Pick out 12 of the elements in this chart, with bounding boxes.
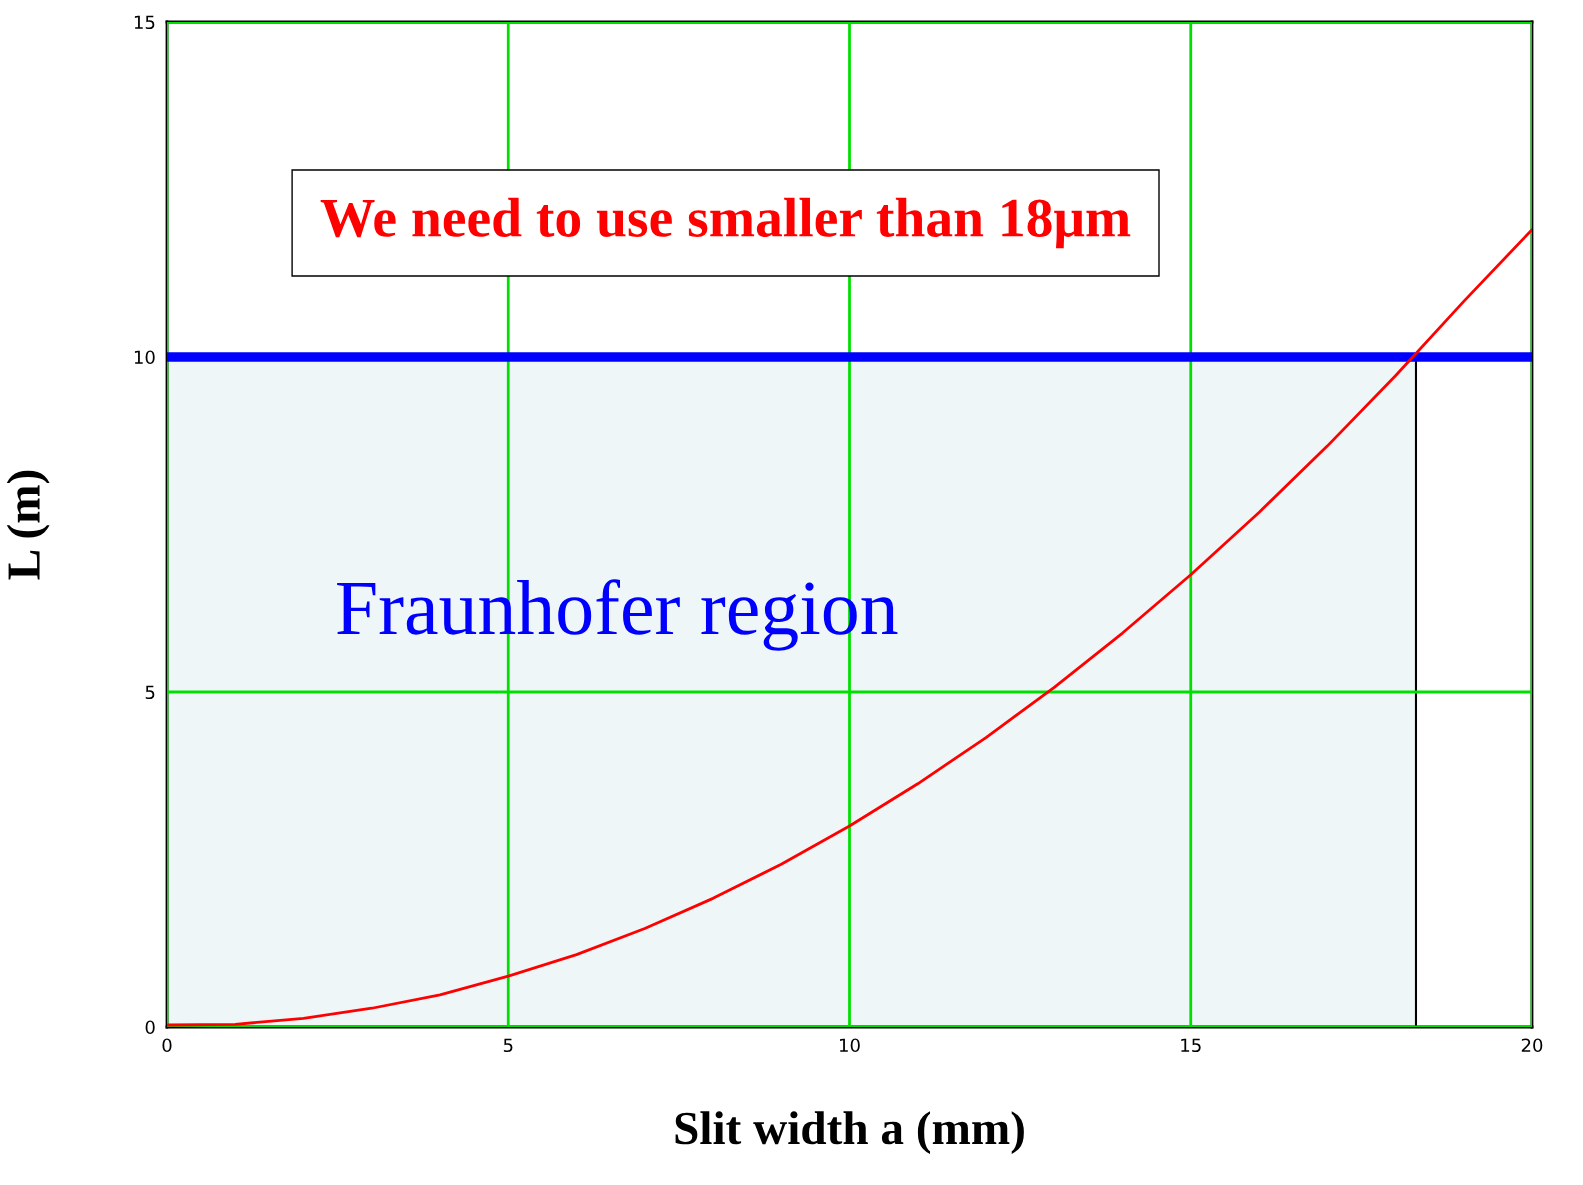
x-axis-title: Slit width a (mm) bbox=[675, 1111, 1024, 1154]
y-tick-label: 0 bbox=[145, 1020, 155, 1035]
y-tick-label: 15 bbox=[134, 15, 155, 30]
x-tick-label: 15 bbox=[1181, 1038, 1201, 1053]
y-tick-label: 10 bbox=[134, 350, 155, 365]
x-tick-label: 20 bbox=[1521, 1038, 1543, 1053]
y-tick-label: 5 bbox=[145, 685, 155, 700]
y-axis-title: L (m) bbox=[6, 470, 50, 580]
x-tick-label: 0 bbox=[162, 1038, 172, 1053]
x-tick-label: 5 bbox=[503, 1038, 513, 1053]
x-tick-label: 10 bbox=[840, 1038, 860, 1053]
annotation: We need to use smaller than 18μm bbox=[320, 197, 1131, 249]
